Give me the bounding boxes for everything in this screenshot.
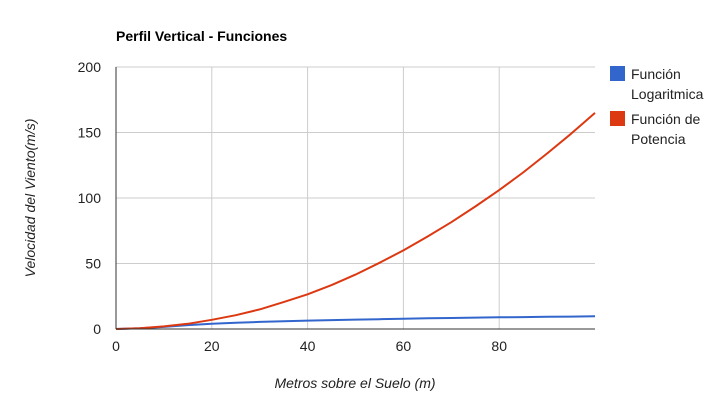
series-line-2 (115, 112, 596, 330)
x-axis-title: Metros sobre el Suelo (m) (274, 375, 435, 391)
legend-label-1-line-2[interactable]: Logaritmica (631, 86, 704, 102)
chart-title: Perfil Vertical - Funciones (116, 28, 287, 44)
y-tick-label-0: 0 (93, 321, 101, 337)
y-tick-label-2: 100 (78, 190, 102, 206)
legend[interactable]: Función Logaritmica Función de Potencia (610, 66, 704, 147)
x-tick-label-3: 60 (396, 338, 412, 354)
legend-label-2-line-2[interactable]: Potencia (631, 131, 686, 147)
legend-swatch-1[interactable] (610, 66, 625, 81)
x-tick-label-4: 80 (491, 338, 507, 354)
series-lines (115, 112, 596, 330)
axes: 0 50 100 150 200 0 20 40 60 80 (78, 59, 595, 354)
y-tick-label-4: 200 (78, 59, 102, 75)
x-tick-label-0: 0 (112, 338, 120, 354)
x-tick-label-1: 20 (204, 338, 220, 354)
legend-label-1-line-1[interactable]: Función (631, 66, 681, 82)
y-tick-label-3: 150 (78, 125, 102, 141)
series-line-1 (115, 315, 596, 330)
y-axis-title: Velocidad del Viento(m/s) (22, 119, 38, 278)
x-tick-label-2: 40 (300, 338, 316, 354)
legend-swatch-2[interactable] (610, 111, 625, 126)
gridlines (116, 66, 595, 329)
legend-label-2-line-1[interactable]: Función de (631, 111, 700, 127)
y-tick-label-1: 50 (85, 256, 101, 272)
